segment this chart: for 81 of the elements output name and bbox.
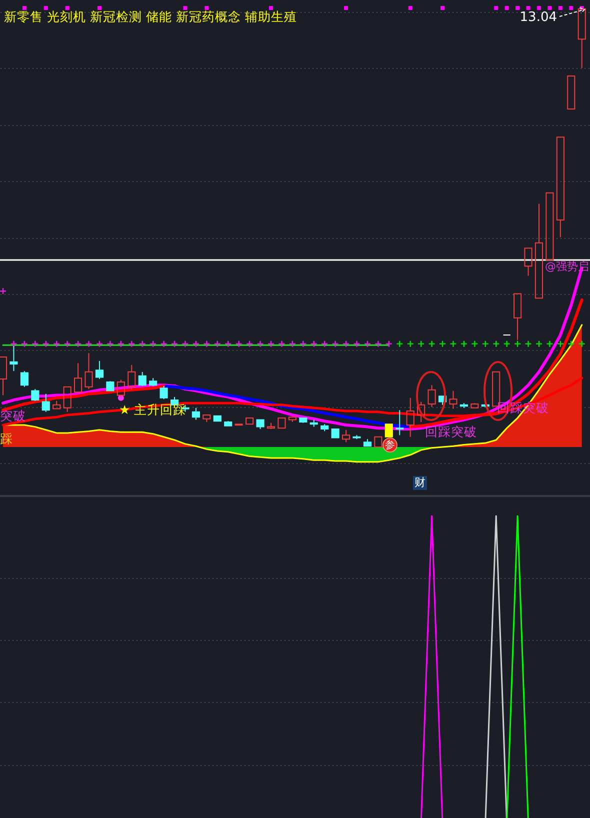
point [546,340,554,348]
point [344,6,348,10]
point [364,340,372,348]
point [170,340,178,348]
point [192,340,200,348]
point [22,6,26,10]
point [408,6,412,10]
point [65,6,70,10]
point [504,6,509,10]
point [342,340,350,348]
point [492,340,500,348]
point [138,340,146,348]
point [471,340,478,348]
point [278,340,286,348]
point [204,6,209,10]
point [42,340,50,348]
point [53,340,60,348]
point [568,340,575,348]
point [20,340,28,348]
point [310,340,318,348]
point [182,340,189,348]
point [503,340,510,348]
point [536,6,541,10]
point [224,340,232,348]
point [183,6,188,10]
point [117,340,125,348]
point [160,340,168,348]
point [406,340,414,348]
point [548,6,552,10]
point [516,6,520,10]
point [0,288,7,295]
point [118,394,124,401]
point [535,340,543,348]
point [10,340,18,348]
point [256,340,264,348]
point [85,340,92,348]
point [32,340,39,348]
chart-title: 新零售 光刻机 新冠检测 储能 新冠药概念 辅助生殖 [4,9,297,24]
annotation: 13.04 [520,10,557,25]
point [396,340,404,348]
point [428,340,436,348]
point [106,340,114,348]
point [556,340,564,348]
point [288,340,296,348]
point [440,6,444,10]
point [320,340,328,348]
point [374,340,382,348]
point [526,6,530,10]
point [149,340,157,348]
point [450,340,457,348]
point [97,6,102,10]
point [482,340,489,348]
point [494,6,498,10]
point [96,340,104,348]
point [514,340,522,348]
point [578,340,586,348]
point [438,340,446,348]
annotation: 突破 [0,408,26,423]
point [235,340,242,348]
point [460,340,468,348]
point [332,340,339,348]
point [246,340,254,348]
point [267,340,275,348]
point [524,340,532,348]
point [558,6,562,10]
annotation: 回踩突破 [425,424,477,439]
point [385,340,393,348]
point [74,340,82,348]
point [353,340,360,348]
point [203,340,210,348]
point [300,340,307,348]
point [268,6,273,10]
candlestick [449,390,458,410]
point [128,340,136,348]
candlestick [406,397,414,438]
point [214,340,221,348]
point [64,340,71,348]
annotation: @强势启 [545,260,589,273]
point [417,340,425,348]
point [569,6,574,10]
point [44,6,48,10]
